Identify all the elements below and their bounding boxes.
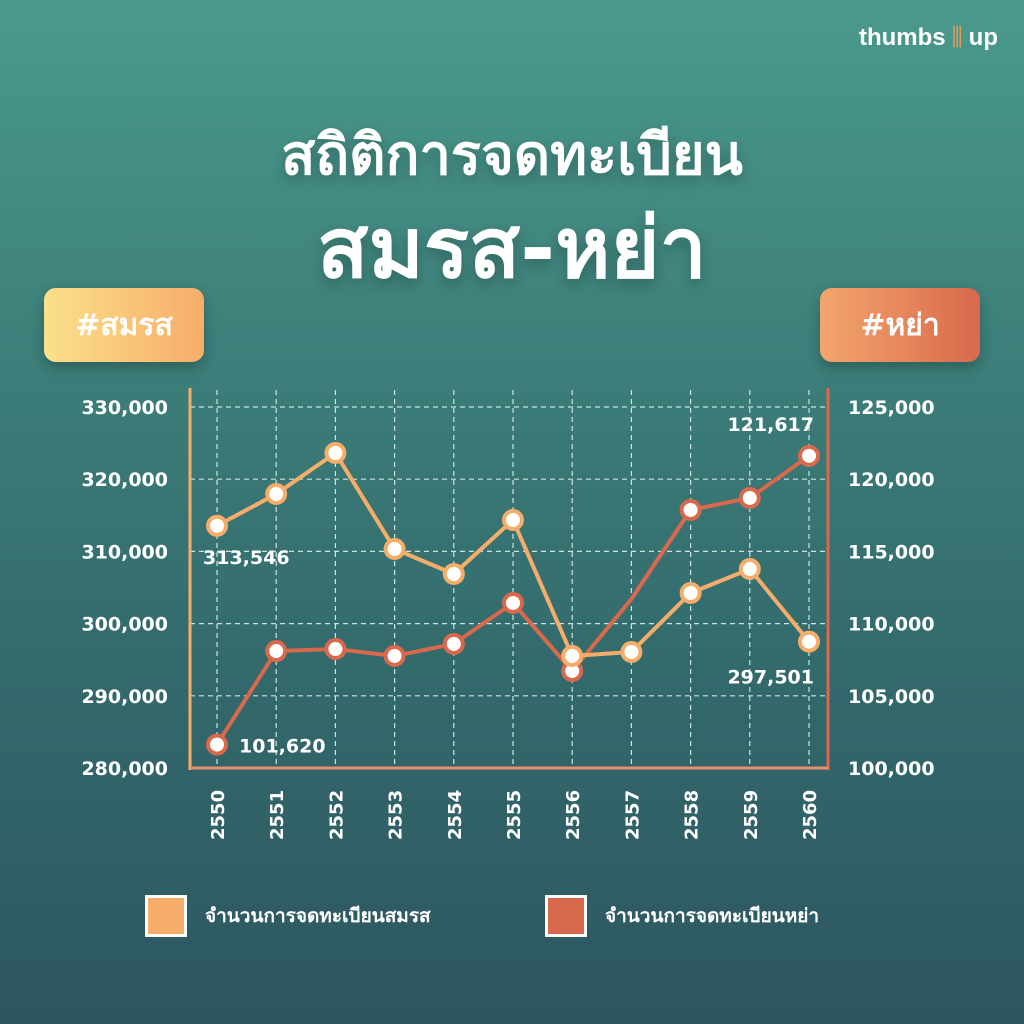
legend-divorce: จำนวนการจดทะเบียนหย่า [545,895,819,937]
right-axis-tick: 105,000 [848,686,935,708]
x-axis-tick: 2555 [504,790,525,840]
data-point-divorce [502,591,524,614]
data-point-divorce [442,632,465,655]
data-point-divorce [383,644,406,667]
data-point-marriage [561,645,584,668]
data-point-divorce [324,638,347,661]
x-axis-tick: 2556 [563,790,584,840]
legend-swatch-divorce [545,895,587,937]
right-axis-tick: 115,000 [848,541,935,563]
data-point-marriage [738,558,761,581]
data-point-divorce [738,486,761,509]
divorce-badge: #หย่า [820,288,980,362]
x-axis-tick: 2559 [741,790,762,840]
right-axis-tick: 120,000 [848,469,935,491]
x-axis-tick: 2553 [386,790,407,840]
data-point-divorce [206,733,228,756]
x-axis-tick: 2560 [800,790,821,840]
left-axis-tick: 280,000 [81,758,168,780]
legend-label-divorce: จำนวนการจดทะเบียนหย่า [605,905,820,927]
marriage-badge: #สมรส [44,288,204,362]
title-line2: สมรส-หย่า [317,199,707,297]
left-axis-tick: 310,000 [81,541,168,563]
thumbs-up-bars-icon: ⫼ [951,24,963,51]
brand-name-left: thumbs [858,24,946,51]
data-point-divorce [798,444,820,467]
right-axis-tick: 125,000 [848,397,935,419]
legend-label-marriage: จำนวนการจดทะเบียนสมรส [205,905,431,927]
data-point-marriage [798,630,820,653]
data-point-divorce [265,640,288,663]
data-point-marriage [324,441,347,464]
x-axis-tick: 2558 [682,790,703,840]
data-label: 297,501 [727,667,814,689]
right-axis-tick: 100,000 [848,758,935,780]
data-point-divorce [679,498,702,521]
left-axis-tick: 330,000 [81,397,168,419]
data-point-marriage [442,562,465,585]
brand-name-right: up [968,24,998,51]
left-axis-tick: 320,000 [81,469,168,491]
x-axis-tick: 2552 [326,790,347,840]
data-point-marriage [679,581,702,604]
data-label: 101,620 [239,736,326,758]
legend-marriage: จำนวนการจดทะเบียนสมรส [145,895,431,937]
data-point-marriage [265,483,288,506]
legend-swatch-marriage [145,895,187,937]
data-point-marriage [206,514,228,537]
x-axis-tick: 2551 [267,790,288,840]
x-axis-tick: 2550 [208,790,229,840]
left-axis-tick: 290,000 [81,686,168,708]
brand-logo: thumbs ⫼ up [859,24,998,52]
data-point-marriage [620,640,643,663]
data-label: 313,546 [203,547,290,569]
right-axis-tick: 110,000 [848,614,935,636]
x-axis-tick: 2557 [622,790,643,840]
data-point-marriage [502,508,524,531]
x-axis-tick: 2554 [445,790,466,840]
data-point-marriage [383,538,406,561]
left-axis-tick: 300,000 [81,614,168,636]
title-line1: สถิติการจดทะเบียน [281,123,743,188]
data-label: 121,617 [727,414,814,436]
